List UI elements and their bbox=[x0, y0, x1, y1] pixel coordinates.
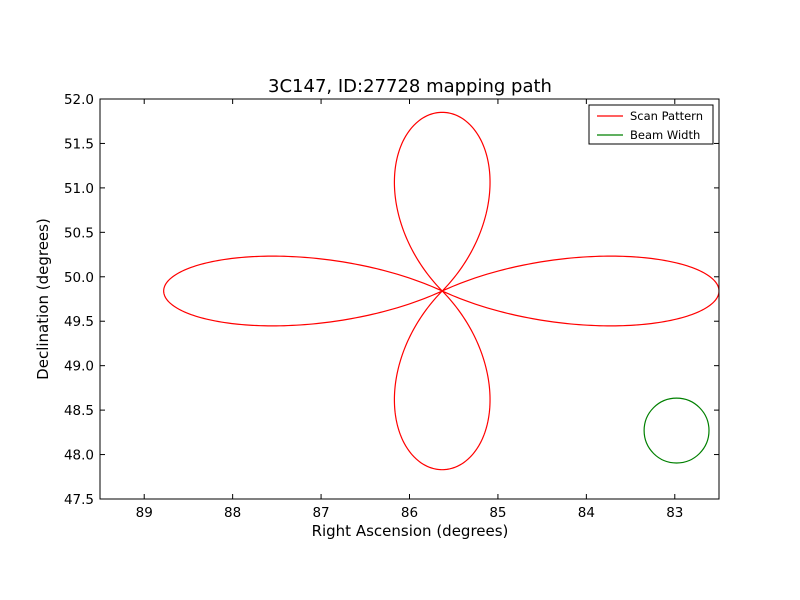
x-tick-label: 88 bbox=[224, 505, 241, 521]
y-tick-label: 49.0 bbox=[64, 359, 94, 375]
x-tick-label: 84 bbox=[578, 505, 595, 521]
y-tick-label: 50.5 bbox=[64, 225, 94, 241]
legend-label-scan-pattern: Scan Pattern bbox=[630, 109, 703, 123]
x-tick-label: 83 bbox=[666, 505, 683, 521]
y-axis-title: Declination (degrees) bbox=[34, 218, 52, 380]
y-tick-label: 47.5 bbox=[64, 492, 94, 508]
scan-pattern-line bbox=[163, 111, 719, 471]
plot-area bbox=[100, 99, 719, 499]
y-tick-label: 51.0 bbox=[64, 181, 94, 197]
legend-box bbox=[588, 104, 714, 145]
x-tick-label: 87 bbox=[312, 505, 329, 521]
x-tick-label: 89 bbox=[136, 505, 153, 521]
beam-width-circle bbox=[643, 397, 710, 464]
series-layer bbox=[163, 111, 719, 471]
ticks-layer: 89 88 87 86 85 84 83 47.5 48.0 48.5 49.0 49.5 50.0 50… bbox=[64, 92, 719, 521]
x-tick-label: 86 bbox=[401, 505, 418, 521]
legend: Scan Pattern Beam Width bbox=[588, 104, 714, 145]
axes-frame bbox=[99, 98, 720, 500]
axes-background bbox=[100, 99, 719, 499]
y-tick-label: 48.5 bbox=[64, 403, 94, 419]
chart-title: 3C147, ID:27728 mapping path bbox=[268, 76, 552, 97]
x-axis-title: Right Ascension (degrees) bbox=[312, 522, 509, 540]
y-tick-label: 52.0 bbox=[64, 92, 94, 108]
y-tick-label: 49.5 bbox=[64, 314, 94, 330]
legend-label-beam-width: Beam Width bbox=[630, 128, 700, 142]
x-tick-label: 85 bbox=[489, 505, 506, 521]
y-tick-label: 48.0 bbox=[64, 448, 94, 464]
y-tick-label: 51.5 bbox=[64, 136, 94, 152]
y-tick-label: 50.0 bbox=[64, 270, 94, 286]
